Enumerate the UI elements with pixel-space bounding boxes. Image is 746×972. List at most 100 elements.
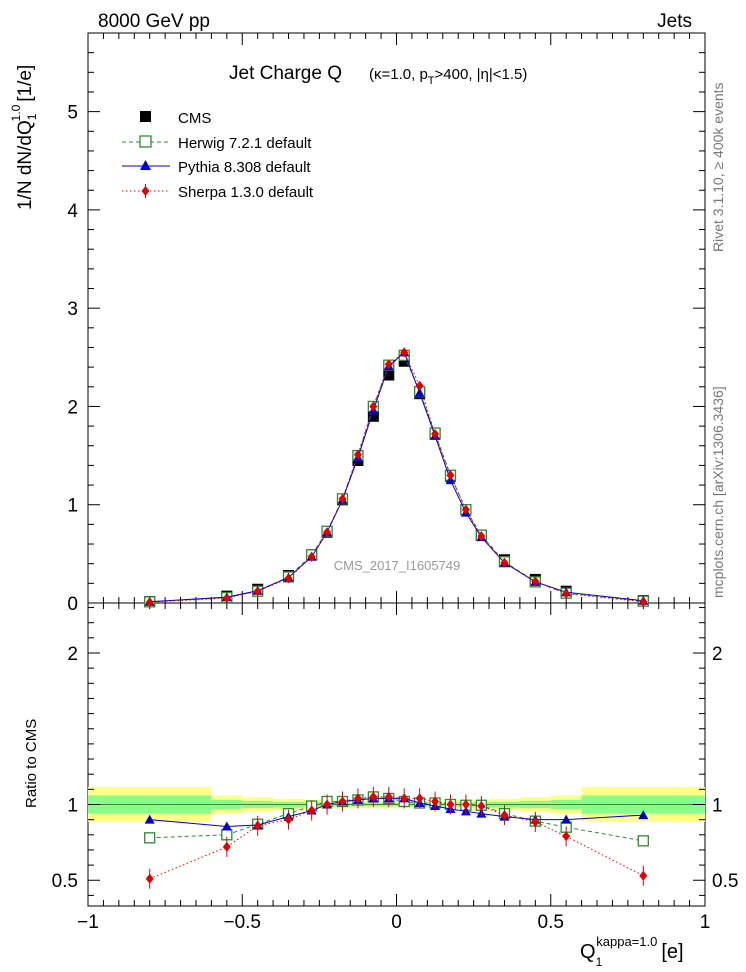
ratio-point-sherpa [384,791,393,802]
ylabel-main: 1/N dN/dQ [15,120,36,210]
main-point-sherpa [461,504,470,515]
ylabel-unit: [1/e] [15,65,36,102]
title-tail: >400, |η|<1.5) [435,66,528,83]
ratio-line-sherpa [149,796,644,880]
legend-marker-herwig [139,135,152,148]
main-point-sherpa [446,470,455,481]
ratio-y-tick-label-left: 1 [67,795,78,816]
ratio-point-sherpa [253,820,262,831]
ratio-point-pythia [638,810,649,820]
ratio-point-sherpa [307,805,316,816]
x-tick-label: 0 [391,912,402,933]
main-point-sherpa [222,593,231,604]
legend-marker-cms [140,111,151,122]
ratio-point-sherpa [284,814,293,825]
ratio-line-pythia [149,797,644,827]
main-y-tick-label: 0 [67,594,78,615]
ratio-point-sherpa [446,799,455,810]
ylabel-sup: 1.0 [9,104,23,121]
main-point-sherpa [384,359,393,370]
main-ylabel: 1/N dN/dQ11.0 [1/e] [9,65,39,210]
main-point-sherpa [284,573,293,584]
main-axis-ticks: 0 1 2 3 4 5 [67,33,706,615]
rivet-label-text: Rivet 3.1.10, ≥ 400k events [710,82,726,252]
ratio-point-pythia [144,814,155,824]
ratio-point-sherpa [323,799,332,810]
main-y-tick-label: 4 [67,201,78,222]
header-left: 8000 GeV pp [98,11,210,32]
ratio-point-sherpa [461,799,470,810]
ylabel-sub: 1 [25,113,39,120]
legend-marker-sherpa [141,186,150,196]
ratio-point-sherpa [369,791,378,802]
xlabel-unit: [e] [661,941,683,963]
ratio-plot-frame [87,602,706,907]
plot-title-sub: (κ=1.0, pT>400, |η|<1.5) [369,66,527,87]
xlabel-sub: 1 [596,955,603,969]
ratio-point-sherpa [562,831,571,842]
ratio-y-tick-label-right: 2 [712,644,723,665]
main-point-cms [383,369,395,381]
ratio-point-sherpa [338,796,347,807]
ratio-point-sherpa [531,816,540,827]
legend-label-cms: CMS [178,110,211,127]
main-ylabel-text: 1/N dN/dQ11.0 [1/e] [9,65,39,210]
title-kappa: (κ=1.0, p [369,66,428,83]
legend-label-sherpa: Sherpa 1.3.0 default [178,184,314,201]
main-point-sherpa [415,380,424,391]
analysis-watermark: CMS_2017_I1605749 [334,558,461,573]
ratio-point-sherpa [415,793,424,804]
ratio-point-pythia [221,821,232,831]
main-point-sherpa [369,401,378,412]
main-point-sherpa [353,449,362,460]
x-axis-label: Q1 kappa=1.0 [e] [580,934,684,969]
ratio-y-tick-label-left: 2 [67,644,78,665]
title-pt-sub: T [428,75,435,87]
ratio-y-tick-label-right: 0.5 [712,871,738,892]
ratio-point-sherpa [222,841,231,852]
main-point-sherpa [477,531,486,542]
xlabel-main: Q [580,941,596,963]
main-point-sherpa [531,576,540,587]
plot-title-main: Jet Charge Q [229,63,342,84]
ratio-point-sherpa [477,801,486,812]
ratio-point-sherpa [500,810,509,821]
main-line-pythia [149,351,644,603]
legend-label-herwig: Herwig 7.2.1 default [178,135,312,152]
x-tick-label: −0.5 [223,912,261,933]
main-y-tick-label: 1 [67,496,78,517]
ratio-point-sherpa [353,793,362,804]
ratio-point-sherpa [145,873,154,884]
ratio-y-tick-label-right: 1 [712,795,723,816]
x-tick-label: −1 [77,912,99,933]
main-point-sherpa [400,347,409,358]
main-point-sherpa [562,588,571,599]
mcplots-label: mcplots.cern.ch [arXiv:1306.3436] [710,386,726,598]
x-tick-label: 0.5 [538,912,564,933]
ratio-axis-ticks: −1 −0.5 0 0.5 10.5 0.51 12 2 [52,603,738,933]
main-point-sherpa [145,597,154,608]
legend-marker-pythia [140,160,151,170]
ratio-point-sherpa [400,793,409,804]
main-point-cms [398,355,410,367]
ratio-ylabel: Ratio to CMS [23,719,40,808]
main-point-sherpa [500,557,509,568]
xlabel-sup: kappa=1.0 [596,934,657,949]
main-y-tick-label: 2 [67,397,78,418]
ratio-point-sherpa [431,796,440,807]
ratio-y-tick-label-left: 0.5 [52,871,78,892]
mcplots-label-text: mcplots.cern.ch [arXiv:1306.3436] [710,386,726,598]
main-point-sherpa [323,527,332,538]
main-series-group [144,347,649,608]
ratio-point-herwig [637,835,649,847]
ratio-point-pythia [561,814,572,824]
main-point-pythia [414,387,425,397]
main-point-sherpa [307,551,316,562]
main-point-sherpa [639,596,648,607]
main-point-sherpa [253,586,262,597]
ratio-point-herwig [144,832,156,844]
ratio-series-group [144,786,649,889]
legend: CMS Herwig 7.2.1 default Pythia 8.308 de… [122,110,314,201]
ratio-ylabel-text: Ratio to CMS [23,719,40,808]
